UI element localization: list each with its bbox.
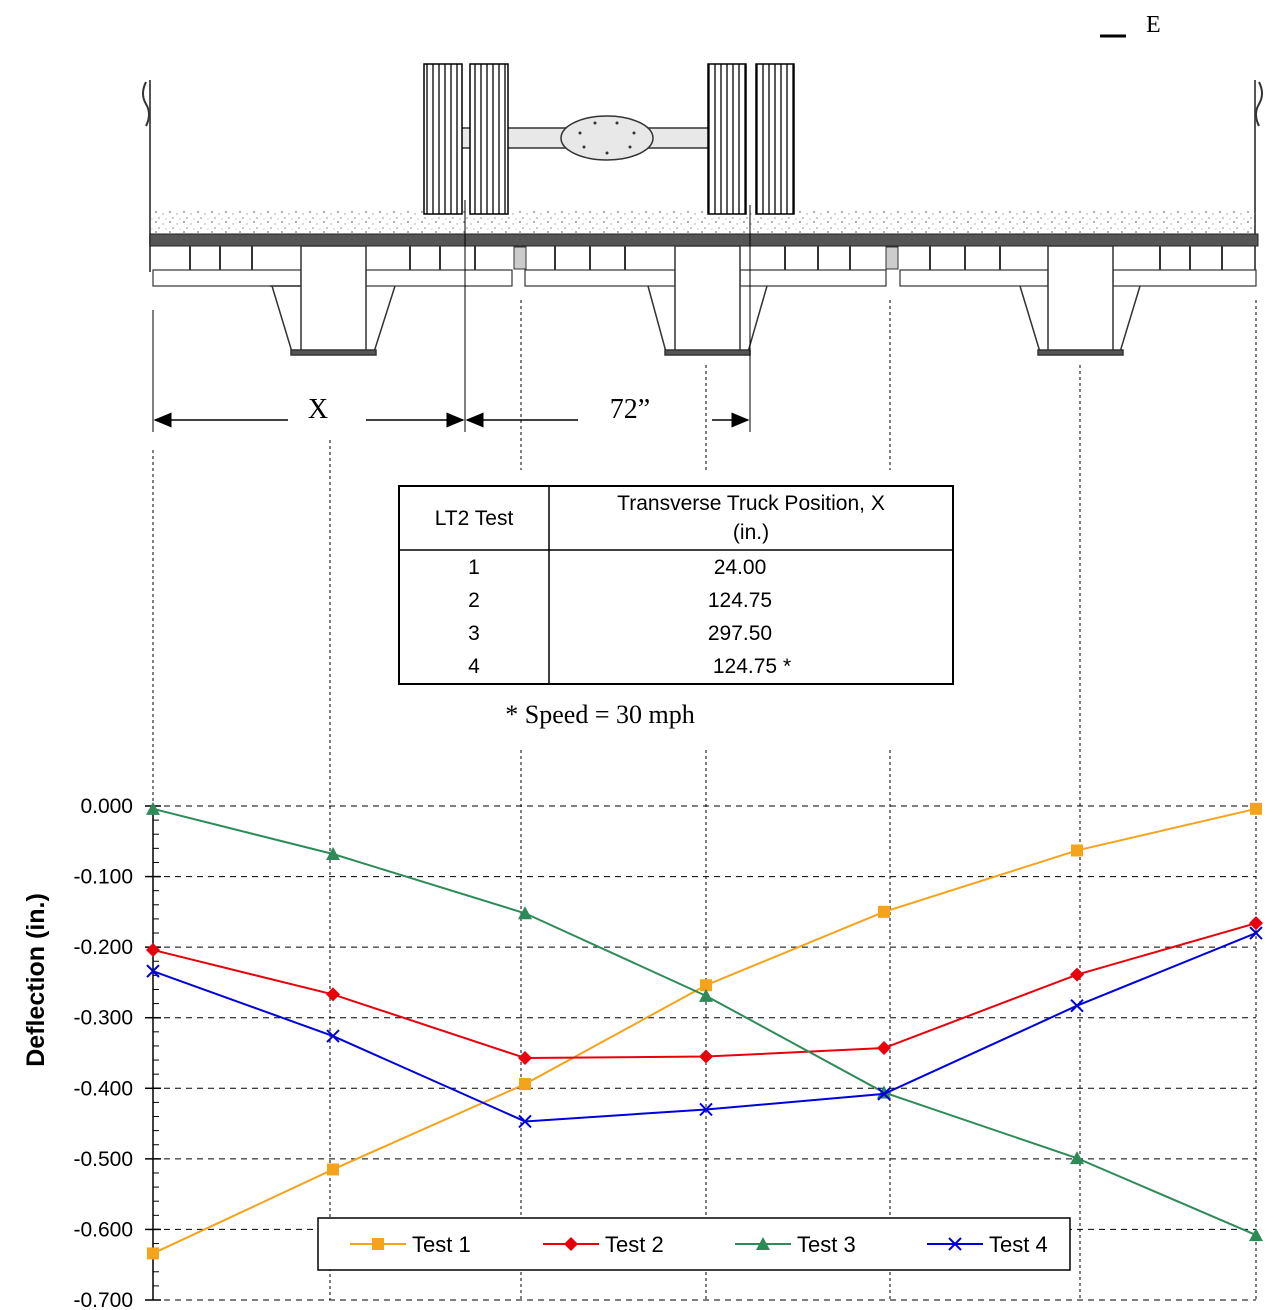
- data-point: [518, 1114, 532, 1129]
- data-point: [1070, 999, 1084, 1013]
- data-point: [699, 1102, 713, 1117]
- svg-text:297.50: 297.50: [708, 622, 772, 645]
- data-point: [700, 979, 712, 992]
- dim-label-72: 72”: [610, 394, 650, 425]
- tire: [755, 63, 795, 215]
- left-rail: [142, 80, 151, 272]
- data-point: [699, 1049, 713, 1064]
- data-point: [518, 1050, 532, 1065]
- speed-note: * Speed = 30 mph: [505, 700, 694, 729]
- data-point: [326, 987, 340, 1002]
- table-row: 4 124.75 *: [468, 655, 791, 678]
- legend-entry: Test 4: [927, 1232, 1048, 1257]
- truck-tires: [423, 63, 795, 215]
- y-tick-label: -0.600: [73, 1218, 133, 1241]
- data-point: [1250, 802, 1262, 815]
- tire: [423, 63, 463, 215]
- y-tick-label: -0.700: [73, 1289, 133, 1310]
- series-1: [147, 802, 1262, 1260]
- legend-label: Test 1: [412, 1232, 471, 1257]
- tire: [707, 63, 747, 215]
- series-2: [146, 916, 1263, 1065]
- data-point: [146, 964, 160, 978]
- data-point: [326, 1029, 340, 1043]
- splice-connector: [885, 246, 899, 270]
- data-point: [1249, 916, 1263, 931]
- data-point: [519, 1078, 531, 1091]
- deflection-chart: 0.000 -0.100 -0.200 -0.300 -0.400 -0.500 -0.60…: [22, 795, 1263, 1310]
- svg-text:4: 4: [468, 655, 480, 678]
- chart-series: [146, 801, 1263, 1260]
- data-point: [1071, 844, 1083, 857]
- table-header-test: LT2 Test: [435, 507, 514, 530]
- table-row: 1 24.00: [468, 556, 766, 579]
- legend-entry: Test 1: [350, 1232, 471, 1257]
- test-position-table: LT2 Test Transverse Truck Position, X (i…: [398, 485, 954, 685]
- girder-2: [647, 245, 768, 356]
- legend-label: Test 2: [605, 1232, 664, 1257]
- svg-text:2: 2: [468, 589, 480, 612]
- legend-entry: Test 2: [543, 1232, 664, 1257]
- tire: [469, 63, 509, 215]
- series-3: [146, 801, 1263, 1242]
- y-axis-title: Deflection (in.): [22, 893, 50, 1067]
- svg-text:3: 3: [468, 622, 480, 645]
- deck-plate: [149, 233, 1259, 247]
- girder-1: [270, 245, 396, 356]
- legend-marker: [948, 1237, 962, 1251]
- legend-marker: [564, 1237, 578, 1251]
- data-point: [1249, 926, 1263, 940]
- data-point: [878, 905, 890, 918]
- table-header-units: (in.): [733, 521, 769, 544]
- data-point: [146, 801, 160, 815]
- girder-3: [1019, 245, 1141, 356]
- legend-label: Test 4: [989, 1232, 1048, 1257]
- data-point: [1070, 1151, 1084, 1165]
- data-point: [518, 906, 532, 920]
- data-point: [146, 942, 160, 957]
- data-point: [1070, 967, 1084, 982]
- bridge-cross-section: E: [142, 12, 1263, 432]
- svg-text:124.75: 124.75: [708, 589, 772, 612]
- y-tick-label: -0.300: [73, 1007, 133, 1030]
- data-point: [327, 1163, 339, 1176]
- series-line: [152, 932, 1257, 1123]
- wearing-surface: [150, 210, 1255, 234]
- legend-label: Test 3: [797, 1232, 856, 1257]
- truck-axle: [459, 115, 711, 161]
- table-header-position: Transverse Truck Position, X: [617, 492, 885, 515]
- centerline-label: E: [1146, 12, 1161, 38]
- table-row: 3 297.50: [468, 622, 772, 645]
- data-point: [877, 1087, 891, 1101]
- data-point: [1249, 1228, 1263, 1242]
- dim-label-x: X: [308, 394, 328, 425]
- splice-connector: [513, 246, 527, 270]
- data-point: [699, 988, 713, 1002]
- y-tick-label: -0.200: [73, 936, 133, 959]
- svg-text:1: 1: [468, 556, 480, 579]
- deck-stiffeners: [189, 246, 1223, 270]
- series-line: [152, 807, 1257, 1236]
- legend-marker: [756, 1237, 770, 1250]
- legend-marker: [372, 1238, 384, 1250]
- gauge-alignment-lines: [152, 300, 1257, 1300]
- data-point: [877, 1041, 891, 1056]
- y-tick-label: -0.400: [73, 1077, 133, 1100]
- y-tick-label: 0.000: [80, 795, 133, 818]
- series-4: [146, 926, 1263, 1129]
- data-point: [326, 846, 340, 860]
- table-row: 2 124.75: [468, 589, 772, 612]
- legend-entry: Test 3: [735, 1232, 856, 1257]
- y-tick-label: -0.100: [73, 866, 133, 889]
- data-point: [147, 1247, 159, 1260]
- svg-text:124.75 *: 124.75 *: [713, 655, 791, 678]
- y-axis: 0.000 -0.100 -0.200 -0.300 -0.400 -0.500 -0.60…: [73, 795, 161, 1310]
- y-tick-label: -0.500: [73, 1148, 133, 1171]
- chart-legend: Test 1 Test 2 Test 3 Test 4: [317, 1217, 1071, 1271]
- data-point: [877, 1085, 891, 1099]
- svg-text:24.00: 24.00: [714, 556, 767, 579]
